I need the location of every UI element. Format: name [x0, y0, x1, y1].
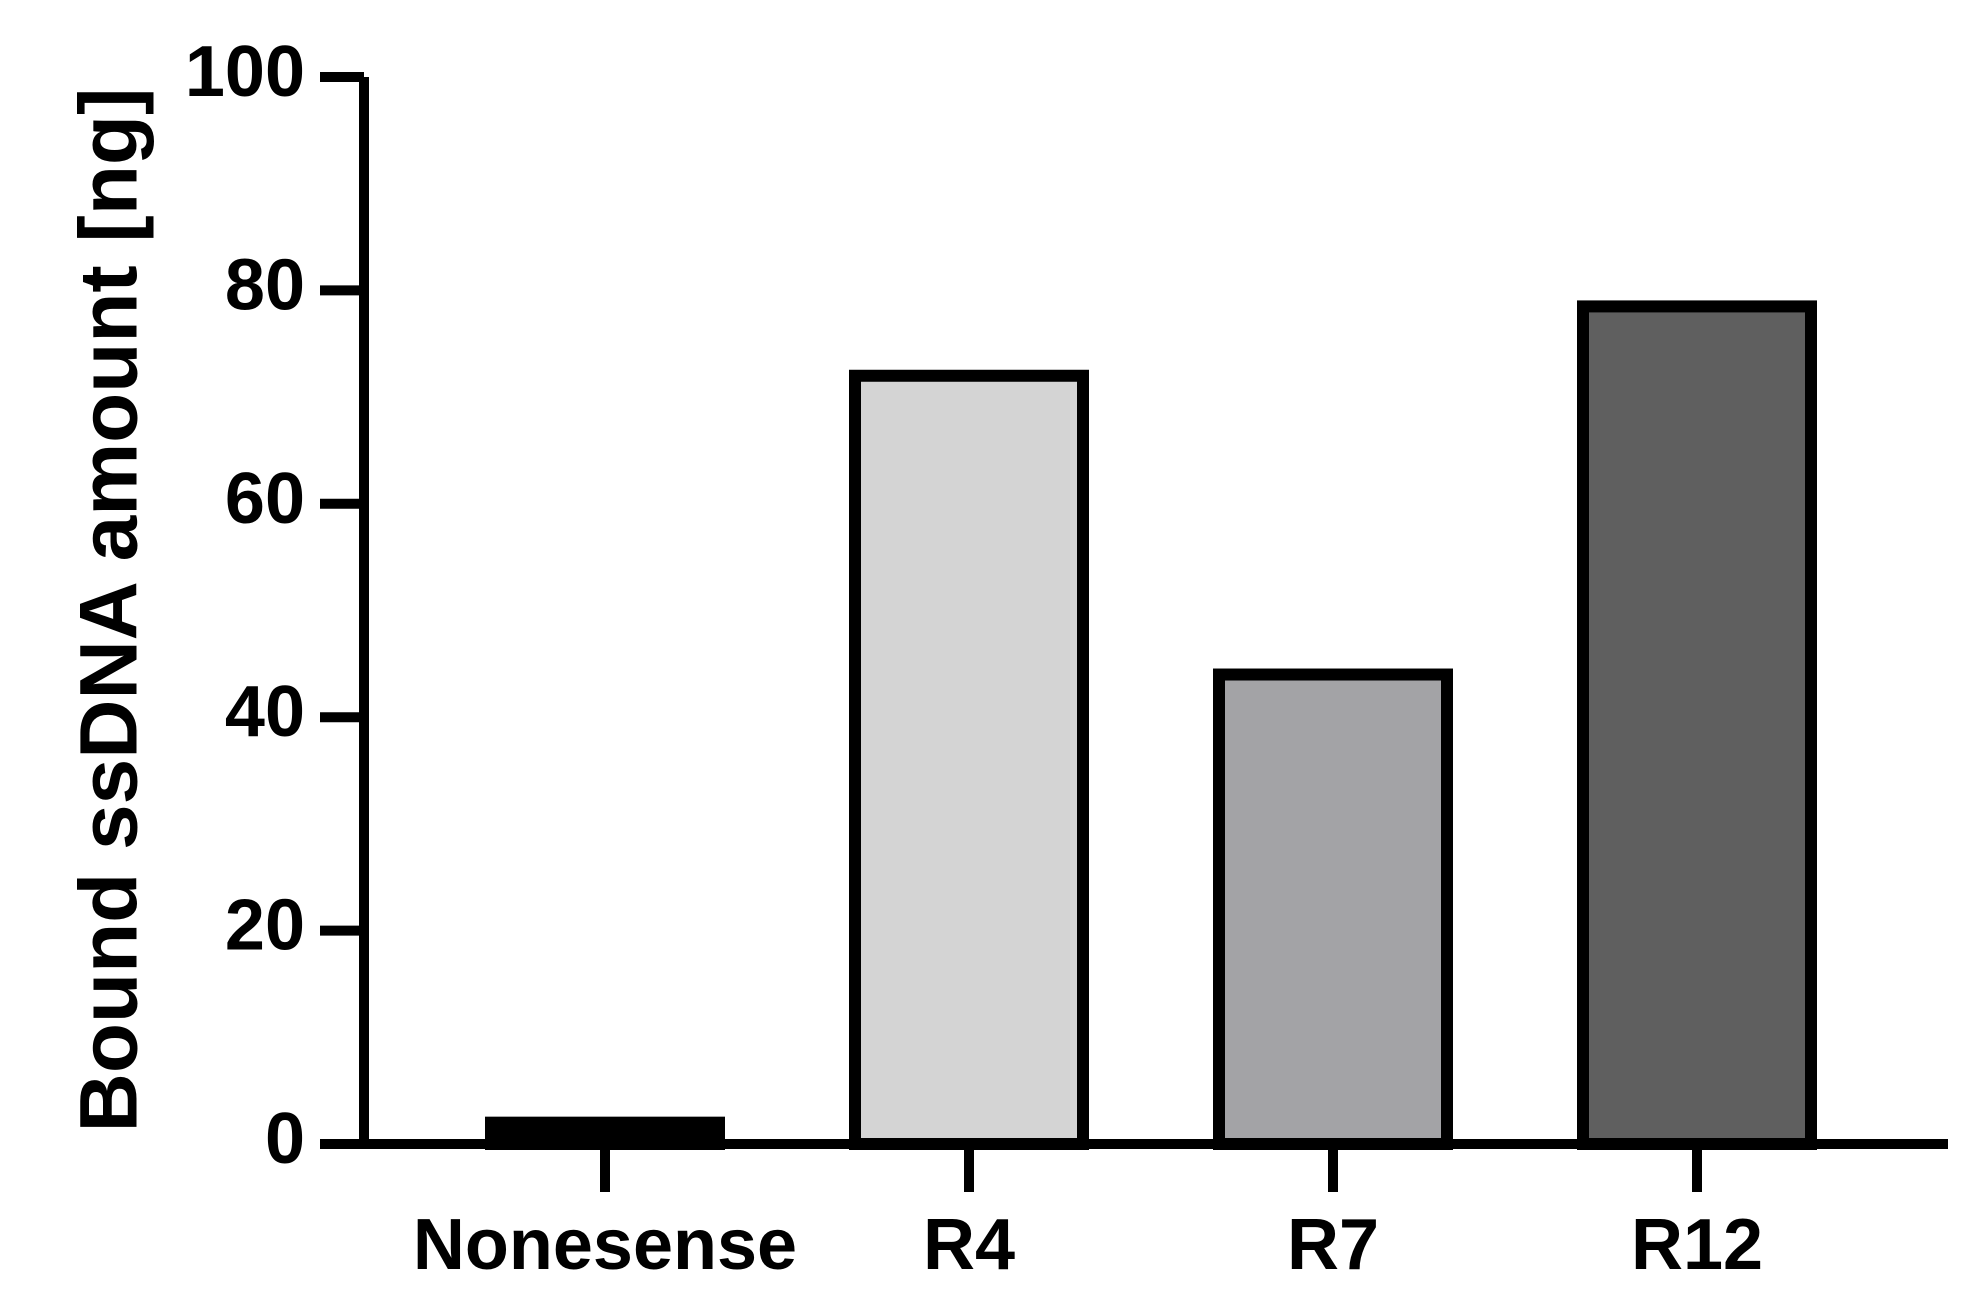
x-ticks-group: Nonesense R4 R7 R12 — [413, 1144, 1763, 1285]
y-tick-label: 0 — [265, 1099, 305, 1179]
bar-r12 — [1577, 300, 1817, 1150]
bar-r4 — [849, 369, 1089, 1150]
y-tick-label: 20 — [225, 886, 305, 966]
x-category-label: R7 — [1287, 1205, 1379, 1285]
y-axis-title: Bound ssDNA amount [ng] — [64, 88, 155, 1133]
x-category-label: Nonesense — [413, 1205, 797, 1285]
y-tick-label: 100 — [185, 32, 305, 112]
x-category-label: R4 — [923, 1205, 1015, 1285]
y-tick-label: 60 — [225, 459, 305, 539]
x-category-label: R12 — [1631, 1205, 1763, 1285]
y-tick-label: 80 — [225, 245, 305, 325]
axes-group — [359, 77, 1948, 1149]
bars-group — [485, 300, 1817, 1151]
bar-r7 — [1213, 668, 1453, 1151]
y-tick-label: 40 — [225, 672, 305, 752]
y-ticks-group: 0 20 40 60 80 100 — [185, 32, 364, 1179]
